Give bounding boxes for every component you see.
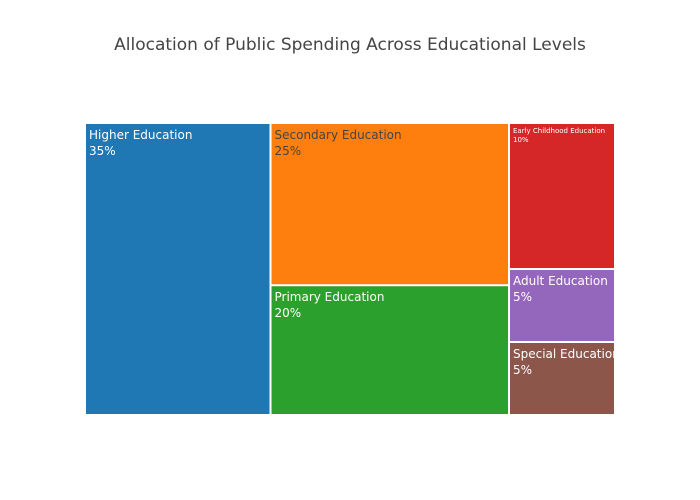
chart-title: Allocation of Public Spending Across Edu… (114, 35, 586, 55)
tile-value-primary-education: 20% (275, 306, 302, 320)
tile-label-higher-education: Higher Education (89, 128, 192, 142)
tile-adult-education[interactable]: Adult Education 5% (510, 270, 614, 341)
tile-value-special-education: 5% (513, 363, 532, 377)
tile-special-education[interactable]: Special Education 5% (510, 343, 620, 414)
tile-rect-primary-education[interactable] (271, 286, 509, 414)
tile-secondary-education[interactable]: Secondary Education 25% (271, 124, 509, 285)
tile-rect-early-childhood-education[interactable] (510, 124, 614, 268)
tile-label-primary-education: Primary Education (275, 290, 385, 304)
tile-value-early-childhood-education: 10% (513, 136, 529, 144)
tile-rect-special-education[interactable] (510, 343, 614, 414)
tile-rect-adult-education[interactable] (510, 270, 614, 341)
tile-rect-secondary-education[interactable] (271, 124, 509, 285)
tile-value-secondary-education: 25% (275, 144, 302, 158)
tile-value-higher-education: 35% (89, 144, 116, 158)
tile-label-adult-education: Adult Education (513, 274, 608, 288)
treemap-tiles: Higher Education 35% Secondary Education 25… (86, 124, 620, 414)
tile-primary-education[interactable]: Primary Education 20% (271, 286, 509, 414)
tile-label-special-education: Special Education (513, 347, 620, 361)
tile-label-secondary-education: Secondary Education (275, 128, 402, 142)
tile-rect-higher-education[interactable] (86, 124, 270, 414)
tile-higher-education[interactable]: Higher Education 35% (86, 124, 270, 414)
tile-label-early-childhood-education: Early Childhood Education (513, 127, 605, 135)
tile-value-adult-education: 5% (513, 290, 532, 304)
